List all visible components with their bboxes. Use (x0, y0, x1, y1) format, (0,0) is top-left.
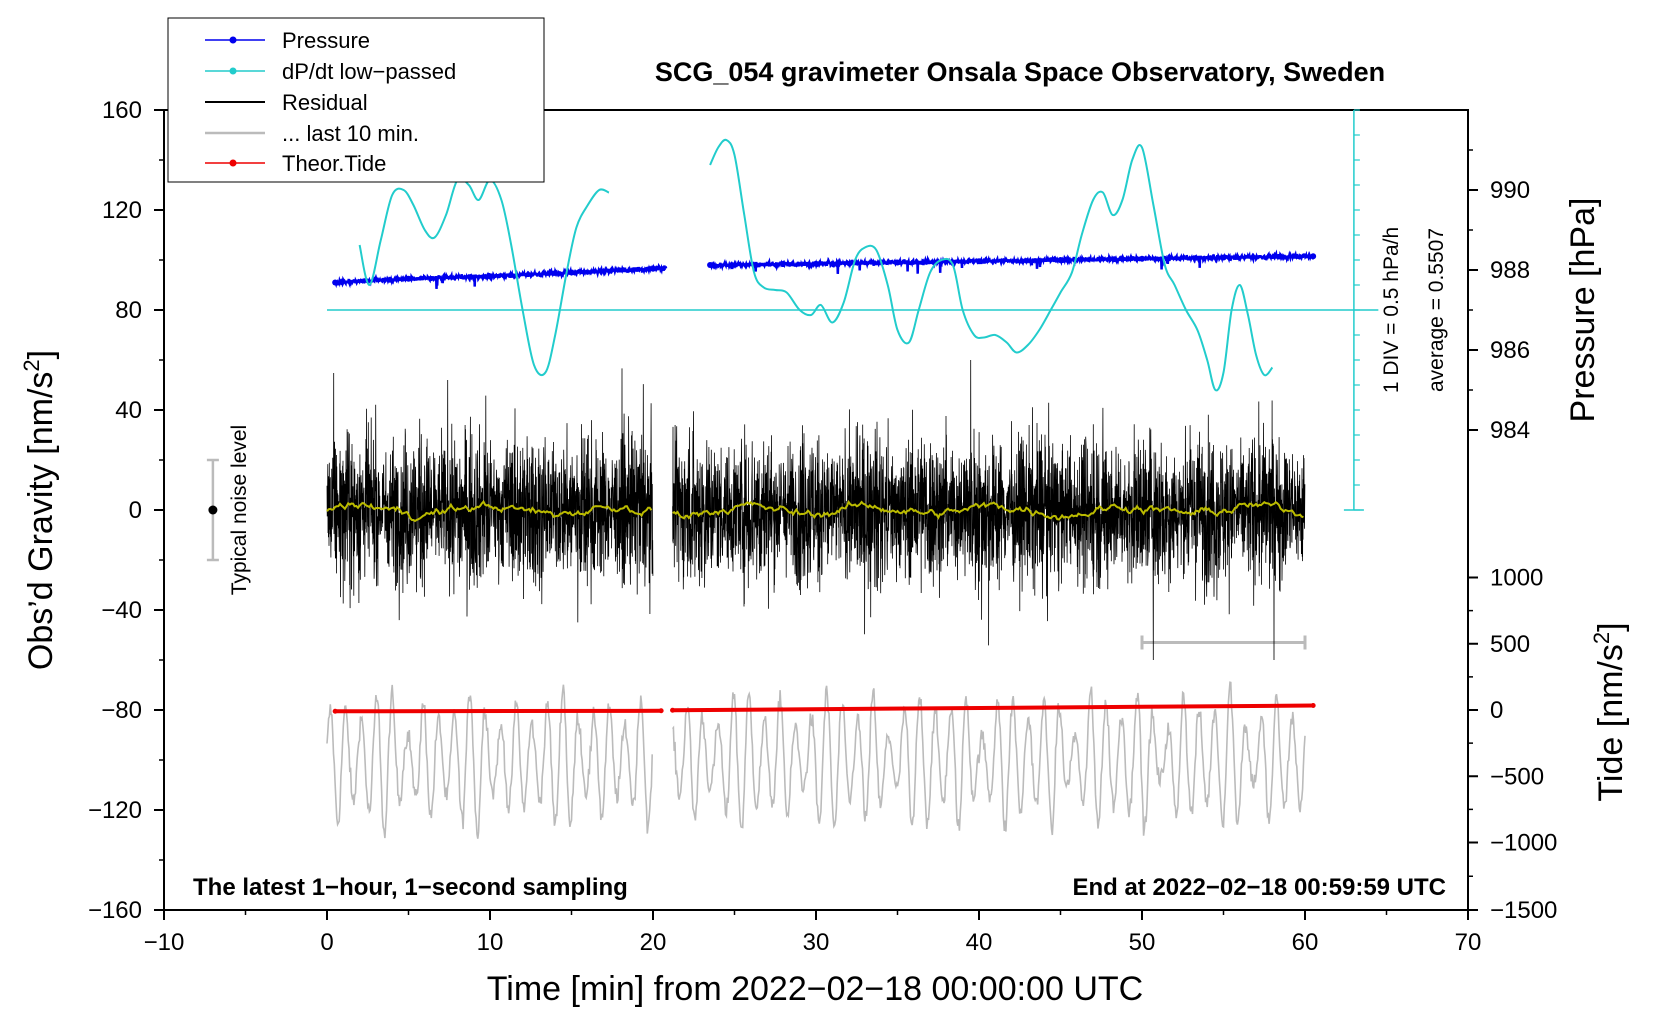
y-axis-left-label: Obs’d Gravity [nm/s2] (19, 350, 60, 670)
x-tick-label: 0 (320, 929, 333, 956)
pressure-point (1057, 257, 1064, 263)
pressure-point (332, 279, 339, 286)
x-tick-label: 10 (477, 929, 504, 956)
svg-text:Theor.Tide: Theor.Tide (282, 151, 386, 176)
svg-text:Residual: Residual (282, 90, 368, 115)
svg-text:Pressure: Pressure (282, 28, 370, 53)
residual-series-segment (672, 359, 1306, 661)
tide-point (658, 708, 664, 714)
residual-smoothed-segment (672, 499, 1304, 521)
pressure-point (1139, 255, 1145, 262)
last10-series-segment (326, 684, 653, 839)
x-axis-label: Time [min] from 2022−02−18 00:00:00 UTC (487, 970, 1143, 1008)
tide-point (1310, 703, 1316, 708)
series-layer (326, 138, 1317, 839)
x-tick-label: 70 (1455, 929, 1482, 956)
legend: Pressure dP/dt low−passed Residual ... l… (167, 17, 545, 183)
tide-series-segment (335, 708, 662, 714)
dpdt-div-label: 1 DIV = 0.5 hPa/h (1380, 227, 1403, 393)
tide-series-segment (672, 703, 1314, 713)
pressure-tick-label: 986 (1490, 337, 1530, 364)
x-tick-label: −10 (144, 929, 185, 956)
legend-item-last10: ... last 10 min. (205, 121, 419, 146)
pressure-tick-label: 988 (1490, 257, 1530, 284)
dpdt-average-label: average = 0.5507 (1425, 228, 1448, 392)
pressure-point (650, 265, 656, 272)
pressure-tick-label: 984 (1490, 417, 1530, 444)
legend-item-pressure: Pressure (205, 28, 370, 53)
svg-text:dP/dt low−passed: dP/dt low−passed (282, 59, 456, 84)
pressure-point (813, 260, 819, 267)
annotation-right: End at 2022−02−18 00:59:59 UTC (1072, 874, 1446, 901)
dpdt-series-segment (709, 138, 1274, 392)
x-tick-label: 20 (640, 929, 667, 956)
tide-tick-label: 0 (1490, 697, 1503, 724)
tide-tick-label: 500 (1490, 631, 1530, 658)
tide-axis-ticks: 1000 500 0 −500 −1000 −1500 (1468, 565, 1557, 924)
y-tick-label: 80 (115, 297, 142, 324)
pressure-point (487, 273, 493, 280)
tide-tick-label: −1000 (1490, 830, 1557, 857)
pressure-point (405, 275, 412, 282)
dpdt-series-segment (358, 177, 610, 377)
tide-tick-label: −500 (1490, 763, 1544, 790)
y-tick-label: −80 (101, 697, 142, 724)
x-tick-label: 30 (803, 929, 830, 956)
y-tick-label: −160 (88, 897, 142, 924)
tide-point (332, 708, 338, 714)
pressure-series-segment (333, 262, 668, 289)
pressure-point (976, 258, 982, 265)
pressure-point (707, 262, 714, 268)
y-axis-tide-label: Tide [nm/s2] (1589, 622, 1630, 801)
x-axis-ticks: −10 0 10 20 30 40 50 60 70 (144, 910, 1482, 956)
x-tick-label: 40 (966, 929, 993, 956)
annotation-left: The latest 1−hour, 1−second sampling (193, 874, 628, 901)
y-tick-label: 120 (102, 197, 142, 224)
x-tick-label: 50 (1129, 929, 1156, 956)
residual-series-segment (326, 368, 654, 623)
tide-tick-label: −1500 (1490, 897, 1557, 924)
legend-item-tide: Theor.Tide (205, 151, 386, 176)
y-axis-pressure-label: Pressure [hPa] (1564, 198, 1602, 423)
y-tick-label: 40 (115, 397, 142, 424)
x-tick-label: 60 (1292, 929, 1319, 956)
residual-smoothed-segment (326, 500, 653, 523)
legend-item-dpdt: dP/dt low−passed (205, 59, 456, 84)
tide-tick-label: 1000 (1490, 565, 1543, 592)
last10-series-segment (671, 681, 1306, 836)
pressure-point (1220, 254, 1227, 261)
noise-bar-center (208, 505, 218, 515)
tide-point (670, 707, 676, 713)
svg-text:... last 10 min.: ... last 10 min. (282, 121, 419, 146)
y-axis-left-ticks: 160 120 80 40 0 −40 −80 −120 −160 (88, 97, 164, 924)
y-tick-label: −120 (88, 797, 142, 824)
pressure-series-segment (708, 249, 1314, 274)
pressure-point (894, 259, 901, 266)
noise-level-label: Typical noise level (228, 425, 251, 595)
pressure-point (568, 269, 575, 276)
y-tick-label: −40 (101, 597, 142, 624)
chart-title: SCG_054 gravimeter Onsala Space Observat… (655, 57, 1385, 87)
legend-item-residual: Residual (205, 90, 368, 115)
noise-level-bar (206, 458, 219, 562)
y-tick-label: 160 (102, 97, 142, 124)
dpdt-scale-bar (327, 109, 1379, 511)
pressure-point (1310, 253, 1317, 260)
y-tick-label: 0 (129, 497, 142, 524)
legend-box (167, 17, 545, 183)
pressure-tick-label: 990 (1490, 177, 1530, 204)
pressure-axis-ticks: 990 988 986 984 (1468, 149, 1530, 444)
